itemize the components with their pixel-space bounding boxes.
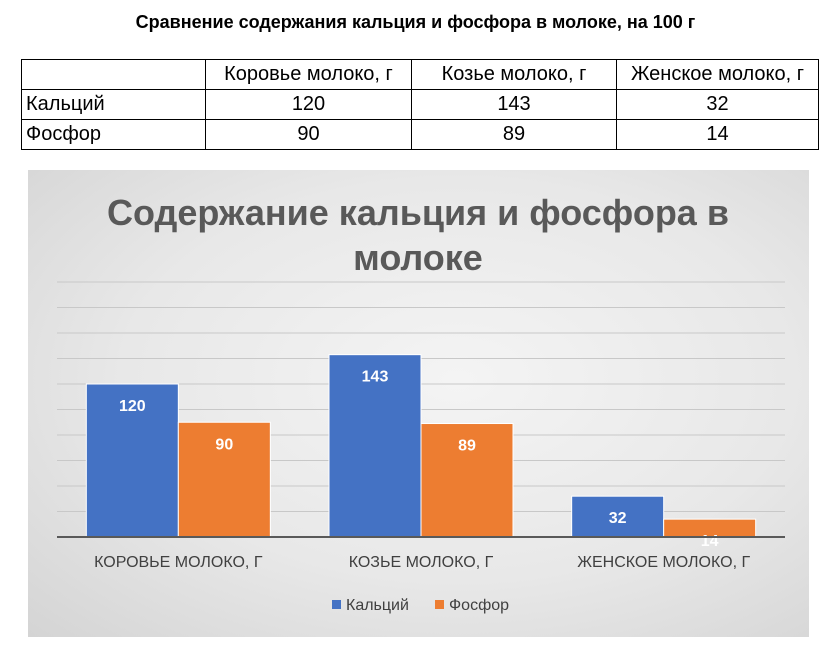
page-title: Сравнение содержания кальция и фосфора в… (135, 12, 696, 32)
table-header-row: Коровье молоко, г Козье молоко, г Женско… (21, 59, 819, 90)
category-labels: КОРОВЬЕ МОЛОКО, Г КОЗЬЕ МОЛОКО, Г ЖЕНСКОЕ … (94, 554, 750, 571)
table-header-cell: Женское молоко, г (616, 59, 819, 90)
legend: Кальций Фосфор (332, 597, 509, 614)
data-label: 32 (609, 510, 627, 527)
data-table: Коровье молоко, г Козье молоко, г Женско… (21, 59, 819, 150)
table-header-cell (21, 59, 206, 90)
data-label: 143 (362, 369, 389, 386)
data-label: 14 (701, 533, 719, 550)
chart-area: Содержание кальция и фосфора в молоке 12… (28, 170, 809, 637)
data-label: 120 (119, 398, 146, 415)
table-row-label: Фосфор (21, 119, 206, 150)
bar-phosphorus (177, 421, 271, 538)
table-cell: 89 (411, 119, 617, 150)
category-label: КОРОВЬЕ МОЛОКО, Г (94, 554, 263, 571)
table-header-cell: Коровье молоко, г (205, 59, 412, 90)
legend-label-phosphorus: Фосфор (449, 597, 509, 614)
table-cell: 32 (616, 89, 819, 120)
legend-swatch-phosphorus (435, 600, 444, 609)
category-label: КОЗЬЕ МОЛОКО, Г (349, 554, 494, 571)
bar-chart: Содержание кальция и фосфора в молоке 12… (57, 192, 785, 614)
bars (85, 354, 757, 538)
bar-calcium (571, 495, 665, 538)
table-row-label: Кальций (21, 89, 206, 120)
table-cell: 143 (411, 89, 617, 120)
category-label: ЖЕНСКОЕ МОЛОКО, Г (577, 554, 750, 571)
chart-title-line-2: молоке (353, 237, 483, 278)
table-header-cell: Козье молоко, г (411, 59, 617, 90)
table-cell: 90 (205, 119, 412, 150)
table-cell: 14 (616, 119, 819, 150)
table-row: Кальций 120 143 32 (21, 89, 819, 120)
table-row: Фосфор 90 89 14 (21, 119, 819, 150)
data-labels: 120 90 143 89 32 14 (119, 369, 719, 550)
chart-title-line-1: Содержание кальция и фосфора в (107, 192, 729, 233)
data-label: 89 (458, 438, 476, 455)
legend-label-calcium: Кальций (346, 597, 409, 614)
table-cell: 120 (205, 89, 412, 120)
bar-phosphorus (420, 423, 514, 538)
data-label: 90 (215, 436, 233, 453)
legend-swatch-calcium (332, 600, 341, 609)
